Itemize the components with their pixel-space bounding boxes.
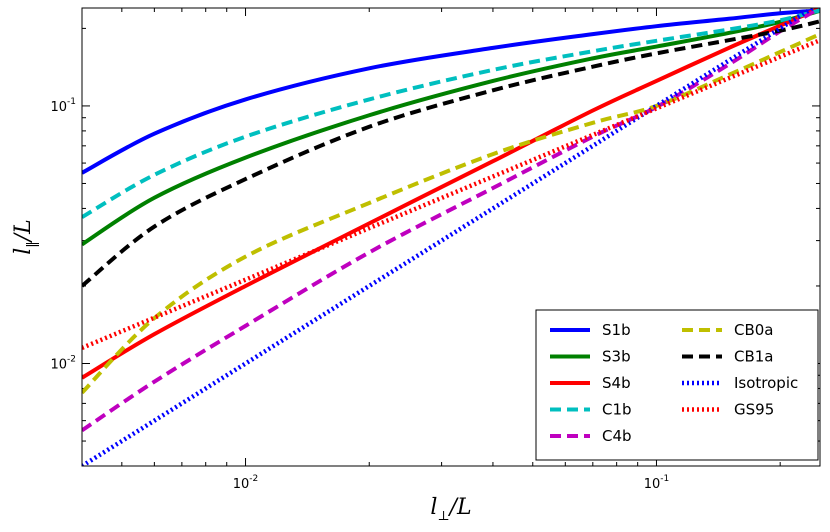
legend-label-isotropic: Isotropic bbox=[734, 374, 798, 392]
series-line-isotropic bbox=[82, 8, 817, 466]
legend-label-cb1a: CB1a bbox=[734, 348, 774, 366]
y-tick-label: 10-1 bbox=[50, 97, 76, 115]
axis-labels: l⊥/L l‖/L bbox=[11, 219, 472, 524]
series-lines bbox=[82, 8, 820, 466]
plot-frame bbox=[81, 7, 821, 467]
legend-label-gs95: GS95 bbox=[734, 401, 774, 419]
series-line-gs95 bbox=[82, 38, 820, 350]
legend-label-s1b: S1b bbox=[602, 321, 631, 339]
series-line-s4b bbox=[82, 8, 820, 380]
series-line-c4b bbox=[82, 8, 820, 433]
major-ticks: 10-2 10-1 10-2 10-1 bbox=[50, 8, 820, 492]
x-tick-label: 10-2 bbox=[233, 474, 259, 492]
y-axis-label: l‖/L bbox=[11, 219, 40, 255]
legend-label-c4b: C4b bbox=[602, 427, 632, 445]
series-line-s3b bbox=[82, 8, 820, 247]
legend-label-cb0a: CB0a bbox=[734, 321, 774, 339]
x-tick-label: 10-1 bbox=[644, 474, 670, 492]
series-line-cb1a bbox=[82, 19, 820, 288]
legend-label-s4b: S4b bbox=[602, 374, 631, 392]
y-tick-label: 10-2 bbox=[50, 355, 76, 373]
series-line-s1b bbox=[82, 8, 820, 175]
legend: S1b S3b S4b C1b C4b CB0a CB1a Isotropic GS95 bbox=[535, 309, 819, 461]
legend-label-s3b: S3b bbox=[602, 348, 631, 366]
series-line-c1b bbox=[82, 8, 820, 219]
series-line-cb0a bbox=[82, 32, 820, 395]
x-axis-label: l⊥/L bbox=[430, 495, 471, 524]
legend-label-c1b: C1b bbox=[602, 401, 632, 419]
